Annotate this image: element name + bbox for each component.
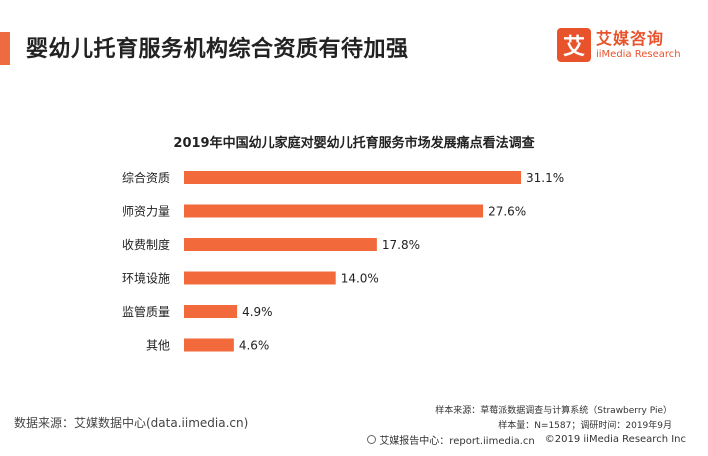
category-label: 综合资质 [122, 170, 170, 185]
data-source-note: 数据来源：艾媒数据中心(data.iimedia.cn) [14, 416, 249, 430]
category-label: 师资力量 [122, 205, 170, 219]
value-label: 31.1% [526, 171, 564, 185]
bar [184, 305, 238, 318]
title-accent-bar [0, 32, 10, 65]
sample-info-note: 样本量：N=1587；调研时间：2019年9月 [498, 421, 672, 431]
chart-title: 2019年中国幼儿家庭对婴幼儿托育服务市场发展痛点看法调查 [173, 136, 535, 151]
value-label: 4.9% [242, 305, 273, 319]
category-label: 其他 [146, 339, 170, 353]
footer-report-center: 艾媒报告中心：report.iimedia.cn [379, 436, 535, 447]
category-label: 环境设施 [122, 271, 170, 286]
logo-text: 艾媒咨询 iiMedia Research [596, 28, 681, 61]
category-label: 监管质量 [122, 304, 170, 319]
bar [184, 204, 484, 218]
value-label: 17.8% [382, 238, 420, 252]
logo-mark-icon: 艾 [557, 28, 591, 62]
bar [184, 338, 234, 352]
iimedia-logo: 艾 艾媒咨询 iiMedia Research [557, 28, 681, 62]
sample-source-note: 样本来源：草莓派数据调查与计算系统（Strawberry Pie） [435, 406, 672, 416]
bar [184, 238, 377, 251]
report-center-icon [367, 435, 377, 444]
value-label: 14.0% [341, 272, 379, 286]
bar [184, 171, 521, 184]
value-label: 4.6% [239, 339, 269, 353]
page-title: 婴幼儿托育服务机构综合资质有待加强 [26, 37, 409, 62]
logo-name-en: iiMedia Research [596, 48, 681, 60]
category-label: 收费制度 [122, 237, 170, 252]
value-label: 27.6% [488, 205, 526, 219]
footer: 艾媒报告中心：report.iimedia.cn ©2019 iiMedia R… [367, 432, 686, 447]
bar [184, 271, 336, 285]
footer-copyright: ©2019 iiMedia Research Inc [544, 434, 686, 445]
logo-name-cn: 艾媒咨询 [596, 28, 665, 48]
